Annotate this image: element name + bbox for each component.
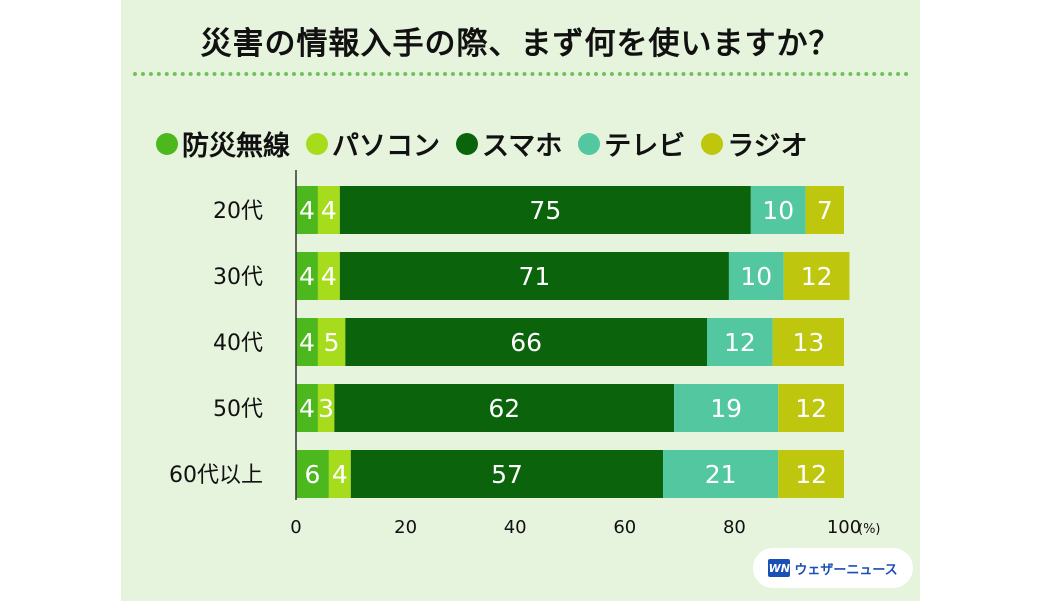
bar-segment bbox=[728, 252, 784, 300]
data-label: 4 bbox=[321, 196, 337, 225]
x-tick-label: 40 bbox=[504, 517, 527, 538]
logo-text: ウェザーニュース bbox=[794, 562, 898, 578]
legend-swatch bbox=[578, 132, 601, 155]
x-tick-label: 20 bbox=[394, 517, 417, 538]
bar-segment bbox=[317, 318, 346, 366]
data-label: 6 bbox=[304, 460, 320, 489]
legend-swatch bbox=[306, 132, 328, 155]
legend-swatch bbox=[156, 132, 178, 155]
chart-panel: 災害の情報入手の際、まず何を使いますか？ 防災無線 パソコン スマホ テレビ ラ… bbox=[121, 0, 920, 601]
legend-swatch bbox=[701, 132, 724, 155]
data-label: 12 bbox=[795, 460, 827, 489]
legend-label: ラジオ bbox=[727, 131, 808, 162]
legend-item-sumaho: スマホ bbox=[456, 124, 562, 163]
data-label: 12 bbox=[801, 262, 833, 291]
category-label: 30代 bbox=[213, 265, 263, 290]
data-label: 62 bbox=[488, 394, 520, 423]
weathernews-logo: WN ウェザーニュース bbox=[753, 548, 913, 588]
bar-segment bbox=[778, 384, 844, 432]
data-label: 75 bbox=[529, 196, 561, 225]
category-label: 50代 bbox=[213, 397, 263, 422]
data-label: 5 bbox=[324, 328, 340, 357]
legend-label: パソコン bbox=[332, 131, 440, 162]
category-label: 20代 bbox=[213, 199, 263, 224]
x-tick-label: 60 bbox=[613, 517, 636, 538]
data-label: 4 bbox=[299, 328, 315, 357]
data-label: 7 bbox=[817, 196, 833, 225]
bar-segment bbox=[350, 450, 664, 498]
data-label: 10 bbox=[740, 262, 772, 291]
legend-item-pasokon: パソコン bbox=[306, 124, 440, 163]
data-label: 4 bbox=[299, 262, 315, 291]
legend-label: 防災無線 bbox=[182, 131, 290, 162]
data-label: 4 bbox=[299, 196, 315, 225]
bar-segment bbox=[317, 252, 340, 300]
logo-mark: WN bbox=[768, 559, 791, 577]
legend: 防災無線 パソコン スマホ テレビ ラジオ bbox=[156, 124, 808, 163]
bar-segment bbox=[339, 186, 751, 234]
bar-segment bbox=[334, 384, 675, 432]
data-label: 12 bbox=[724, 328, 756, 357]
legend-label: テレビ bbox=[604, 131, 686, 162]
chart-title: 災害の情報入手の際、まず何を使いますか？ bbox=[200, 26, 841, 62]
data-label: 19 bbox=[710, 394, 742, 423]
bar-segment bbox=[296, 318, 318, 366]
legend-label: スマホ bbox=[482, 131, 563, 162]
data-label: 4 bbox=[321, 262, 337, 291]
bar-segment bbox=[317, 186, 340, 234]
bar-segment bbox=[317, 384, 335, 432]
bar-segment bbox=[663, 450, 779, 498]
legend-item-terebi: テレビ bbox=[578, 124, 685, 163]
bar-segment bbox=[778, 450, 844, 498]
x-tick-label: 80 bbox=[723, 517, 746, 538]
data-label: 12 bbox=[795, 394, 827, 423]
bar-segment bbox=[345, 318, 707, 366]
bar-segment bbox=[772, 318, 844, 366]
bar-segment bbox=[296, 384, 318, 432]
dotted-divider bbox=[133, 72, 909, 76]
bar-segment bbox=[783, 252, 850, 300]
bar-segment bbox=[339, 252, 729, 300]
data-label: 3 bbox=[318, 394, 334, 423]
bar-segment bbox=[750, 186, 806, 234]
category-label: 60代以上 bbox=[169, 463, 263, 488]
legend-item-rajio: ラジオ bbox=[701, 124, 808, 163]
legend-item-bousai-musen: 防災無線 bbox=[156, 124, 290, 163]
bar-segment bbox=[707, 318, 773, 366]
data-label: 66 bbox=[510, 328, 542, 357]
x-tick-label: 100 bbox=[827, 517, 861, 538]
x-unit-label: (%) bbox=[858, 522, 881, 537]
data-label: 57 bbox=[491, 460, 523, 489]
bar-segment bbox=[674, 384, 779, 432]
data-label: 71 bbox=[518, 262, 550, 291]
data-label: 10 bbox=[762, 196, 794, 225]
data-label: 21 bbox=[705, 460, 737, 489]
data-label: 4 bbox=[299, 394, 315, 423]
bar-segment bbox=[296, 450, 329, 498]
bar-segment bbox=[296, 186, 318, 234]
bar-segment bbox=[805, 186, 844, 234]
bar-segment bbox=[328, 450, 351, 498]
bar-segment bbox=[296, 252, 318, 300]
data-label: 4 bbox=[332, 460, 348, 489]
legend-swatch bbox=[456, 132, 478, 155]
x-tick-label: 0 bbox=[290, 517, 301, 538]
category-label: 40代 bbox=[213, 331, 263, 356]
data-label: 13 bbox=[792, 328, 824, 357]
